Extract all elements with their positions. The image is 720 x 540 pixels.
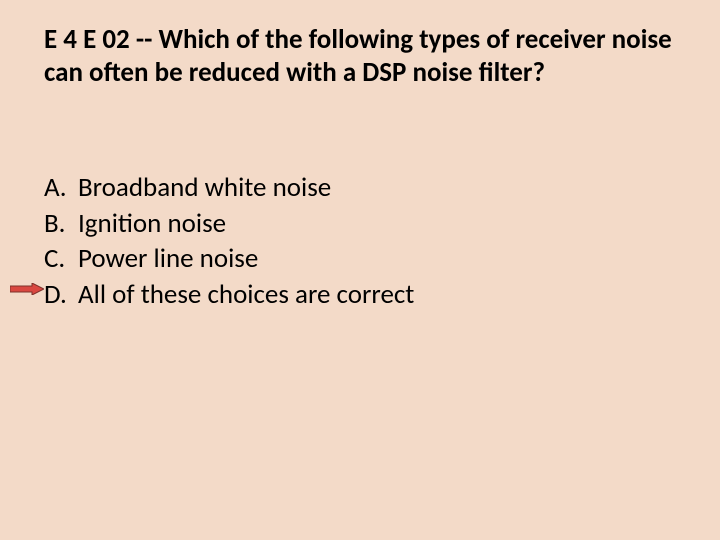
choice-c: C. Power line noise [44, 241, 414, 277]
choice-text: Power line noise [78, 241, 258, 277]
choice-letter: D. [44, 277, 78, 313]
choice-b: B. Ignition noise [44, 206, 414, 242]
choice-text: All of these choices are correct [78, 277, 414, 313]
question-sep: -- [136, 23, 153, 56]
choice-letter: C. [44, 241, 78, 277]
question-code: E 4 E 02 [44, 23, 130, 56]
arrow-shape [10, 283, 44, 295]
choice-text: Broadband white noise [78, 170, 331, 206]
question-text: E 4 E 02 -- Which of the following types… [44, 24, 674, 90]
choice-letter: A. [44, 170, 78, 206]
choice-a: A. Broadband white noise [44, 170, 414, 206]
choice-text: Ignition noise [78, 206, 226, 242]
choice-letter: B. [44, 206, 78, 242]
choices-list: A. Broadband white noise B. Ignition noi… [44, 170, 414, 313]
answer-arrow-icon [10, 283, 44, 295]
choice-d: D. All of these choices are correct [44, 277, 414, 313]
